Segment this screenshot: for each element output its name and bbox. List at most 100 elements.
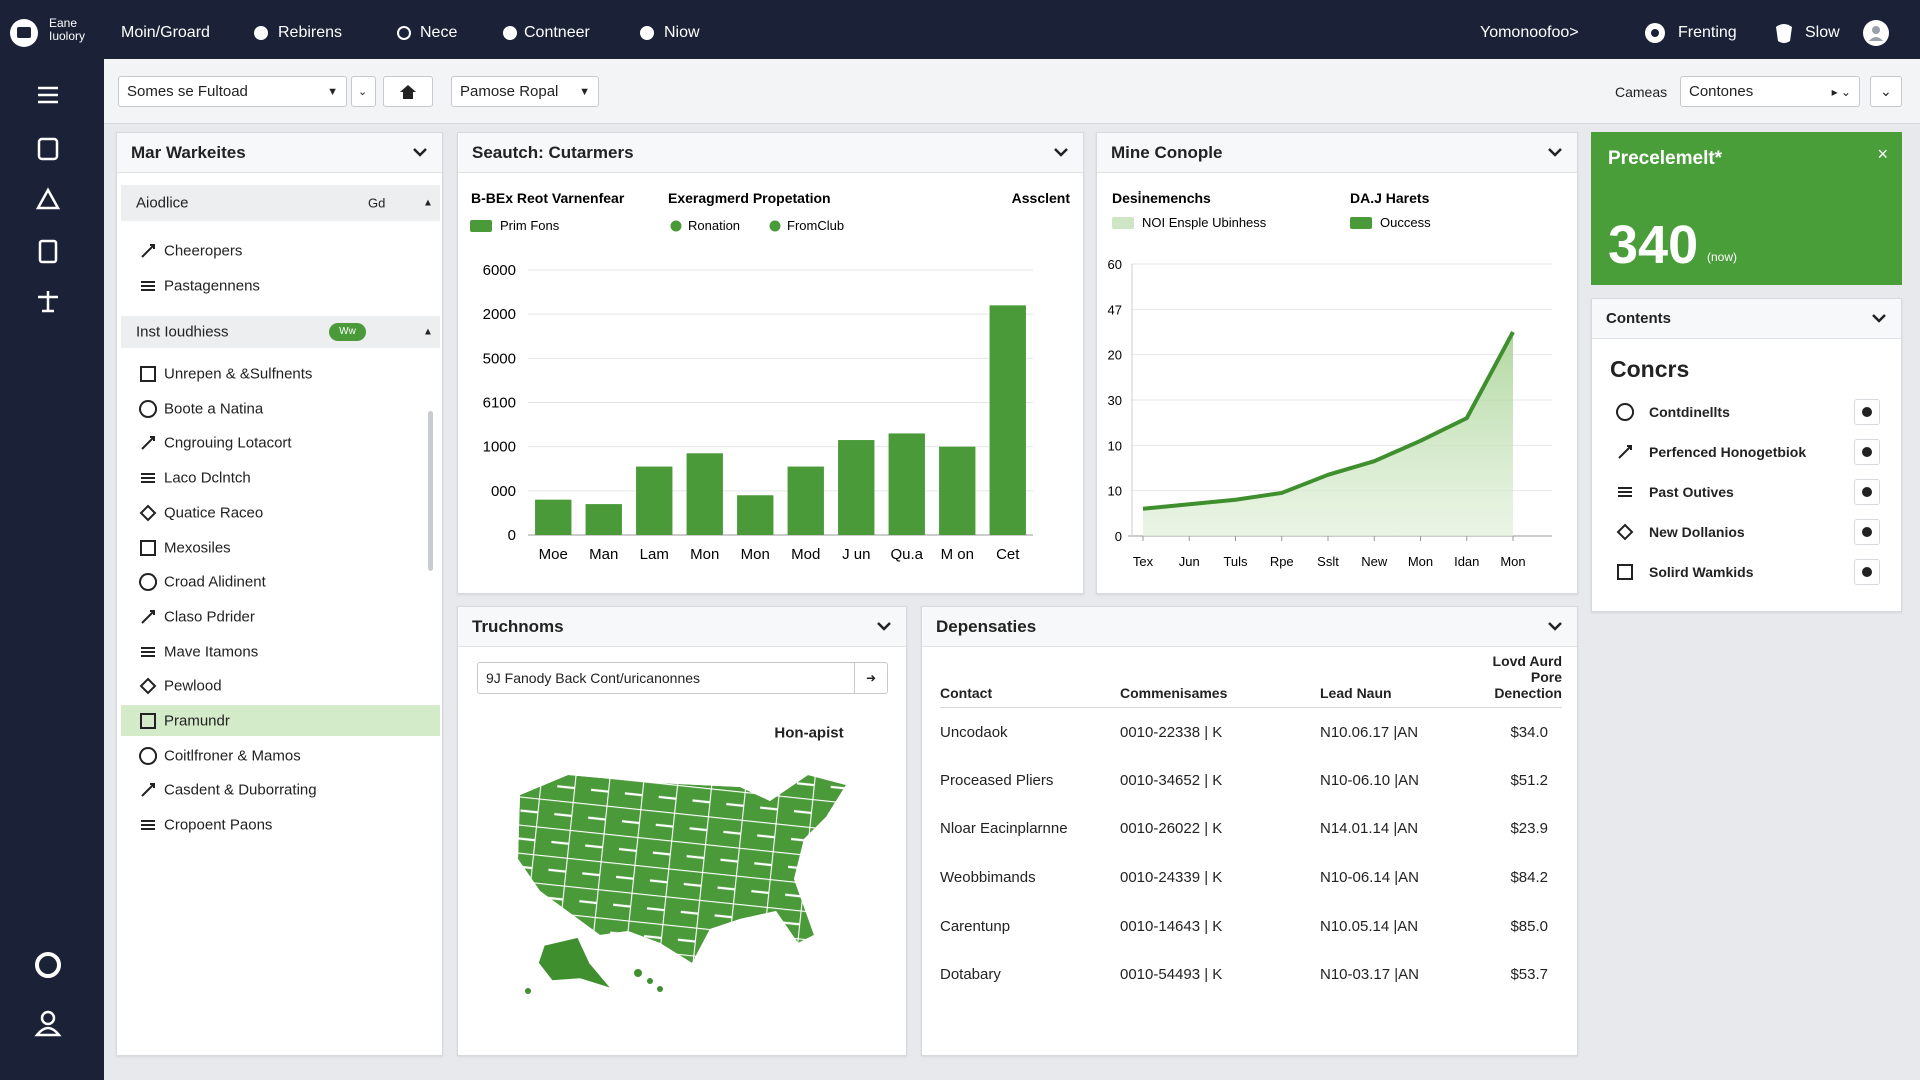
item-icon	[141, 820, 155, 831]
dropdown-button[interactable]: ⌄	[351, 76, 376, 107]
table-row[interactable]: Dotabary 0010-54493 | K N10-03.17 |AN $53.7	[940, 950, 1562, 999]
list-item[interactable]: Casdent & Duborrating	[164, 781, 317, 799]
contents-heading: Concrs	[1610, 356, 1690, 382]
table-cell: 0010-24339 | K	[1120, 869, 1223, 887]
contents-item[interactable]: New Dollanios	[1649, 524, 1745, 540]
bar[interactable]	[636, 466, 673, 535]
bar[interactable]	[686, 453, 723, 535]
list-item[interactable]: Claso Pdrider	[164, 608, 255, 626]
search-button[interactable]: ➜	[854, 663, 887, 693]
home-button[interactable]	[383, 76, 433, 107]
y-tick-label: 0	[508, 527, 516, 544]
item-button[interactable]	[1854, 519, 1880, 545]
item-icon	[139, 573, 157, 592]
list-item[interactable]: Unrepen & &Sulfnents	[164, 365, 313, 383]
x-tick-label: Mod	[791, 546, 820, 563]
nav-item[interactable]: Contneer	[524, 24, 590, 41]
x-tick-label: Sslt	[1317, 554, 1339, 569]
menu-icon[interactable]	[38, 86, 58, 104]
nav-item[interactable]: Frenting	[1678, 24, 1737, 41]
nav-item[interactable]: Moin/Groard	[121, 24, 210, 41]
bar[interactable]	[737, 495, 774, 535]
y-tick-label: 6100	[483, 395, 516, 412]
list-item[interactable]: Pewlood	[164, 677, 222, 695]
item-button[interactable]	[1854, 559, 1880, 585]
icon-shape	[1862, 487, 1872, 497]
chevron[interactable]	[1053, 146, 1069, 158]
chevron[interactable]	[412, 146, 428, 158]
user-icon[interactable]	[34, 1010, 62, 1037]
dropdown-button[interactable]: ⌄	[1870, 76, 1902, 107]
kpi-title: Precelemelt*	[1608, 148, 1723, 169]
bar[interactable]	[838, 440, 875, 535]
bar[interactable]	[535, 499, 572, 535]
x-tick-label: Mon	[1408, 554, 1433, 569]
panel-header: Mar Warkeites	[117, 133, 442, 173]
clipboard-icon[interactable]	[38, 239, 58, 264]
section-header[interactable]: Aiodlice Gd ▲	[121, 185, 440, 221]
caret: ▼	[579, 85, 590, 98]
home-icon[interactable]	[35, 187, 61, 210]
section-header[interactable]: Inst Ioudhiess Ww ▲	[121, 316, 440, 348]
badge: Ww	[329, 323, 366, 341]
select[interactable]: Somes se Fultoad ▼	[118, 76, 347, 107]
settings-icon[interactable]	[35, 952, 61, 978]
x-tick-label: M on	[941, 546, 974, 563]
close-button[interactable]: ×	[1877, 144, 1888, 164]
chevron[interactable]	[1547, 146, 1563, 158]
list-item[interactable]: Laco Dclntch	[164, 469, 251, 487]
bar[interactable]	[787, 466, 824, 535]
list-item[interactable]: Cheeropers	[164, 242, 243, 260]
contents-item[interactable]: Past Outives	[1649, 484, 1734, 500]
list-item[interactable]: Pastagennens	[164, 277, 260, 295]
nav-link[interactable]: Yomonoofoo>	[1480, 24, 1579, 41]
table-row[interactable]: Carentunp 0010-14643 | K N10.05.14 |AN $85.…	[940, 902, 1562, 951]
list-item[interactable]: Mexosiles	[164, 539, 231, 556]
search-box[interactable]: 9J Fanody Back Cont/uricanonnes ➜	[477, 662, 888, 694]
item-button[interactable]	[1854, 479, 1880, 505]
contents-item[interactable]: Perfenced Honogetbiok	[1649, 444, 1807, 460]
list-item[interactable]: Coitlfroner & Mamos	[164, 747, 301, 765]
table-row[interactable]: Proceased Pliers 0010-34652 | K N10-06.10 …	[940, 756, 1562, 805]
contents-item[interactable]: Contdinellts	[1649, 404, 1730, 420]
table-cell: Proceased Pliers	[940, 771, 1054, 789]
list-item[interactable]: Cngrouing Lotacort	[164, 434, 292, 452]
scrollbar[interactable]	[428, 411, 433, 571]
filter-input[interactable]: Contones ▸ ⌄	[1680, 76, 1860, 107]
item-button[interactable]	[1854, 399, 1880, 425]
search-text: 9J Fanody Back Cont/uricanonnes	[486, 670, 701, 686]
list-item[interactable]: Boote a Natina	[164, 400, 264, 418]
panel-header: Contents	[1592, 299, 1901, 339]
chevron[interactable]	[1871, 312, 1887, 324]
bar[interactable]	[585, 504, 622, 535]
column-header: Lead Naun	[1320, 685, 1392, 701]
doc-icon[interactable]	[37, 137, 59, 161]
nav-item[interactable]: Slow	[1805, 24, 1840, 41]
select[interactable]: Pamose Ropal ▼	[451, 76, 599, 107]
nav-item[interactable]: Rebirens	[278, 24, 343, 41]
list-item[interactable]: Cropoent Paons	[164, 816, 273, 834]
table-row[interactable]: Nloar Eacinplarnne 0010-26022 | K N14.01.1…	[940, 805, 1562, 854]
panel-title: Depensaties	[936, 616, 1037, 636]
list-item[interactable]: Croad Alidinent	[164, 573, 266, 591]
bar[interactable]	[989, 305, 1026, 535]
x-tick-label: Jun	[1179, 554, 1200, 569]
y-tick-label: 0	[1115, 529, 1122, 544]
chevron[interactable]	[1547, 620, 1563, 632]
item-icon	[141, 436, 155, 451]
avatar[interactable]	[1862, 19, 1890, 47]
icon-shape	[1617, 564, 1633, 580]
contents-item[interactable]: Solird Wamkids	[1649, 564, 1754, 580]
list-item[interactable]: Quatice Raceo	[164, 504, 264, 522]
bar[interactable]	[939, 446, 976, 535]
bar[interactable]	[888, 433, 925, 535]
nav-item[interactable]: Nece	[420, 24, 458, 41]
tower-icon[interactable]	[38, 291, 58, 313]
nav-item[interactable]: Niow	[664, 24, 700, 41]
chevron[interactable]	[876, 620, 892, 632]
list-item[interactable]: Mave Itamons	[164, 643, 259, 661]
table-row[interactable]: Uncodaok 0010-22338 | K N10.06.17 |AN $34.0	[940, 708, 1562, 757]
item-button[interactable]	[1854, 439, 1880, 465]
list-item[interactable]: Pramundr	[164, 712, 230, 730]
table-row[interactable]: Weobbimands 0010-24339 | K N10-06.14 |AN $8…	[940, 853, 1562, 902]
